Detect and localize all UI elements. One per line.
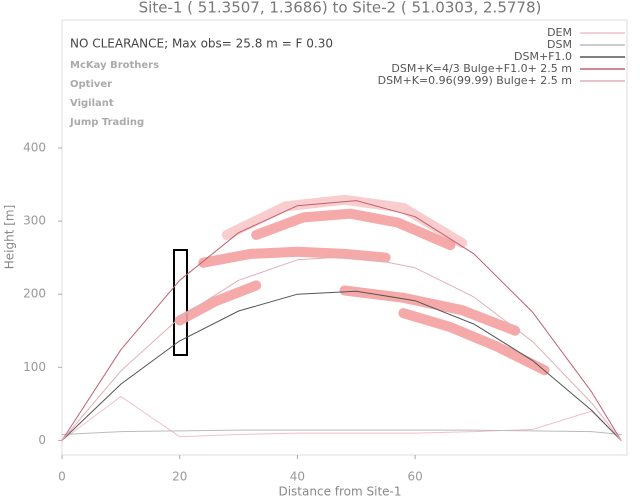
- profile-line: [61, 290, 622, 441]
- legend-label: DSM+K=4/3 Bulge+F1.0+ 2.5 m: [391, 62, 572, 75]
- clearance-note: NO CLEARANCE; Max obs= 25.8 m = F 0.30: [70, 37, 333, 51]
- profile-line: [61, 200, 622, 441]
- plot-frame: [61, 19, 628, 456]
- obstruction-band: [398, 308, 550, 376]
- legend-label: DSM: [547, 38, 572, 51]
- profile-line: [61, 396, 622, 441]
- x-tick-label: 0: [58, 470, 66, 484]
- obstruction-band: [174, 280, 262, 326]
- y-tick-label: 100: [23, 360, 46, 374]
- profile-line: [61, 255, 622, 441]
- y-tick-label: 300: [23, 214, 46, 228]
- obstruction-band: [198, 246, 391, 268]
- y-axis-label: Height [m]: [3, 205, 17, 270]
- x-tick-label: 60: [407, 470, 422, 484]
- selection-box: [173, 249, 188, 356]
- chart-title: Site-1 ( 51.3507, 1.3686) to Site-2 ( 51…: [139, 0, 542, 17]
- operator-name: Optiver: [70, 79, 112, 90]
- y-tick-label: 0: [38, 433, 46, 447]
- operator-name: Jump Trading: [69, 117, 144, 128]
- y-tick-label: 200: [23, 287, 46, 301]
- legend-label: DSM+F1.0: [514, 50, 572, 63]
- x-tick-label: 40: [290, 470, 305, 484]
- legend-label: DEM: [547, 26, 572, 39]
- obstruction-band: [221, 194, 468, 248]
- operator-name: Vigilant: [70, 98, 114, 109]
- obstruction-band: [251, 208, 456, 251]
- operator-name: McKay Brothers: [70, 60, 159, 71]
- profile-line: [61, 429, 622, 435]
- x-axis-label: Distance from Site-1: [278, 485, 401, 499]
- x-tick-label: 20: [172, 470, 187, 484]
- y-tick-label: 400: [23, 140, 46, 154]
- legend-label: DSM+K=0.96(99.99) Bulge+ 2.5 m: [378, 74, 572, 87]
